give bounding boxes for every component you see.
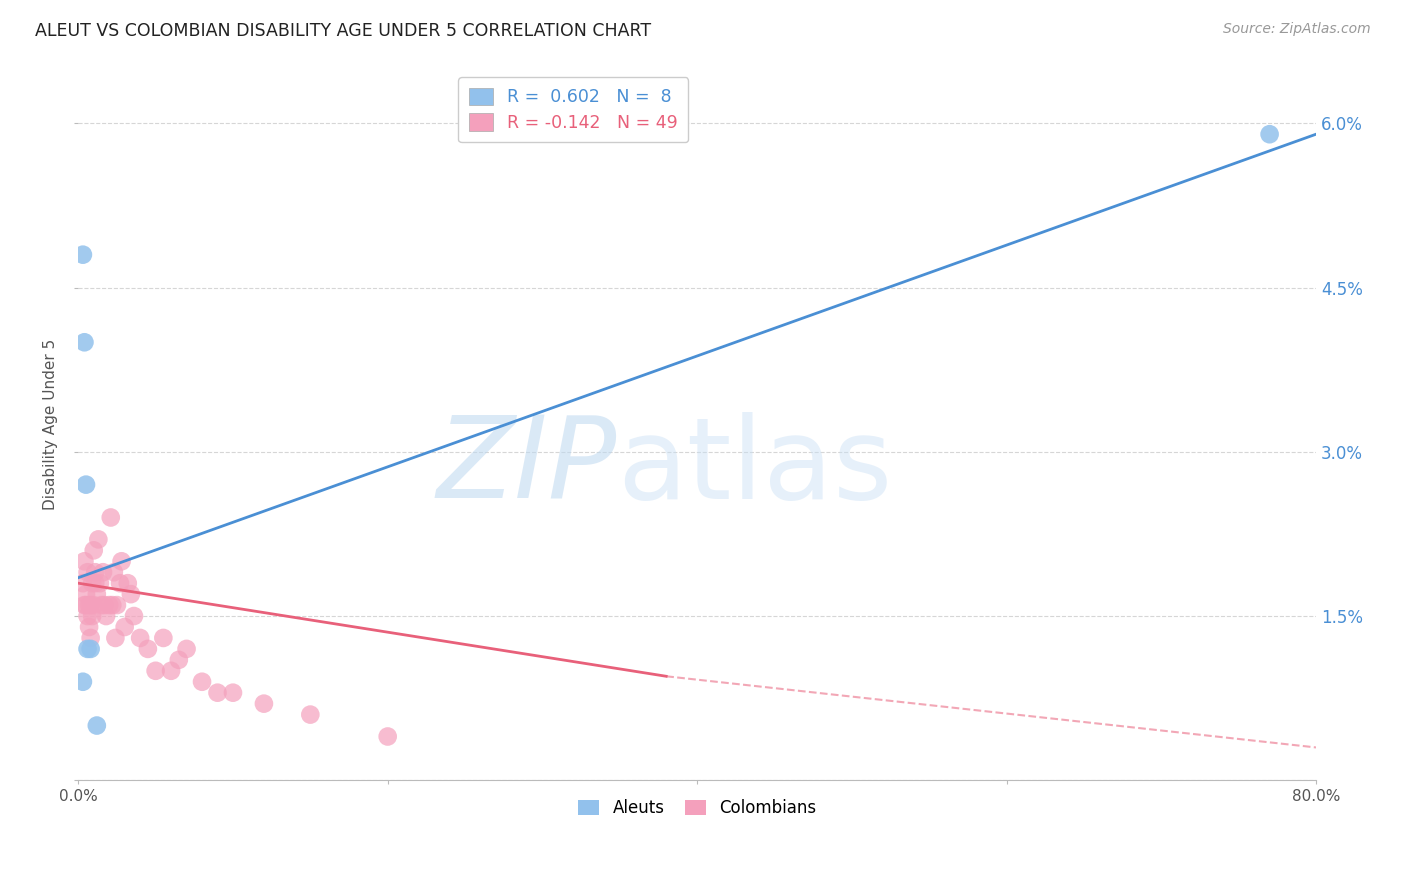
Text: ALEUT VS COLOMBIAN DISABILITY AGE UNDER 5 CORRELATION CHART: ALEUT VS COLOMBIAN DISABILITY AGE UNDER … [35, 22, 651, 40]
Point [75, 587, 97, 601]
Point [79, 631, 101, 645]
Point [93, 598, 115, 612]
Point [86, 718, 108, 732]
Point [73, 554, 96, 568]
Point [90, 598, 112, 612]
Point [82, 576, 104, 591]
Point [77, 620, 100, 634]
Point [73, 335, 96, 350]
Point [82, 609, 104, 624]
Point [86, 587, 108, 601]
Point [145, 664, 167, 678]
Point [73, 598, 96, 612]
Point [72, 674, 94, 689]
Point [122, 609, 145, 624]
Point [253, 697, 276, 711]
Point [83, 598, 105, 612]
Point [79, 641, 101, 656]
Point [299, 707, 322, 722]
Point [191, 674, 214, 689]
Point [76, 641, 98, 656]
Y-axis label: Disability Age Under 5: Disability Age Under 5 [44, 339, 58, 510]
Point [105, 598, 128, 612]
Point [72, 576, 94, 591]
Text: ZIP: ZIP [436, 411, 617, 523]
Point [1258, 127, 1281, 141]
Point [152, 631, 174, 645]
Point [100, 510, 122, 524]
Point [75, 477, 97, 491]
Point [110, 554, 132, 568]
Point [101, 598, 124, 612]
Point [91, 566, 114, 580]
Point [176, 641, 198, 656]
Point [114, 620, 136, 634]
Point [76, 566, 98, 580]
Point [207, 686, 229, 700]
Text: atlas: atlas [617, 411, 891, 523]
Point [129, 631, 152, 645]
Point [77, 598, 100, 612]
Point [160, 664, 183, 678]
Point [83, 543, 105, 558]
Point [117, 576, 139, 591]
Point [120, 587, 142, 601]
Point [72, 248, 94, 262]
Point [104, 631, 127, 645]
Point [377, 730, 399, 744]
Point [84, 576, 107, 591]
Point [98, 598, 121, 612]
Point [89, 576, 111, 591]
Text: Source: ZipAtlas.com: Source: ZipAtlas.com [1223, 22, 1371, 37]
Point [75, 598, 97, 612]
Point [222, 686, 245, 700]
Point [167, 653, 190, 667]
Point [76, 609, 98, 624]
Point [108, 576, 131, 591]
Point [136, 641, 159, 656]
Point [84, 566, 107, 580]
Point [79, 598, 101, 612]
Point [87, 533, 110, 547]
Point [103, 566, 125, 580]
Legend: Aleuts, Colombians: Aleuts, Colombians [569, 790, 825, 825]
Point [94, 609, 117, 624]
